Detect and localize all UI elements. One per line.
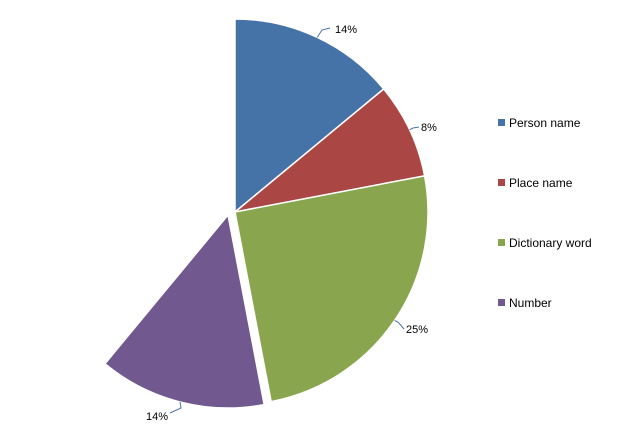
data-label-place-name: 8% <box>421 122 437 134</box>
legend-swatch-person-name <box>498 119 505 126</box>
data-label-number: 14% <box>146 411 168 423</box>
legend-swatch-number <box>498 299 505 306</box>
leader-line-person-name <box>316 27 331 38</box>
pie-slices <box>103 18 429 409</box>
data-label-person-name: 14% <box>335 24 357 36</box>
pie-slice-place-name <box>234 87 426 213</box>
legend-swatch-place-name <box>498 179 505 186</box>
legend-label-dictionary-word: Dictionary word <box>509 236 592 250</box>
pie-slice-number <box>103 213 266 409</box>
legend-label-number: Number <box>509 296 552 310</box>
label-leader-lines <box>169 27 420 414</box>
leader-line-dictionary-word <box>394 320 405 330</box>
legend-item-number: Number <box>498 296 552 310</box>
legend-label-place-name: Place name <box>509 176 573 190</box>
legend-swatch-dictionary-word <box>498 239 505 246</box>
pie-slice-dictionary-word <box>234 174 429 403</box>
legend: Person name Place name Dictionary word Numb… <box>498 116 592 310</box>
legend-item-person-name: Person name <box>498 116 581 130</box>
legend-item-place-name: Place name <box>498 176 573 190</box>
legend-item-dictionary-word: Dictionary word <box>498 236 592 250</box>
slice-labels: 14% 8% 25% 14% <box>146 24 437 423</box>
leader-line-place-name <box>409 126 420 131</box>
data-label-dictionary-word: 25% <box>406 324 428 336</box>
legend-label-person-name: Person name <box>509 116 581 130</box>
leader-line-number <box>169 401 182 414</box>
pie-slice-person-name <box>234 18 385 214</box>
